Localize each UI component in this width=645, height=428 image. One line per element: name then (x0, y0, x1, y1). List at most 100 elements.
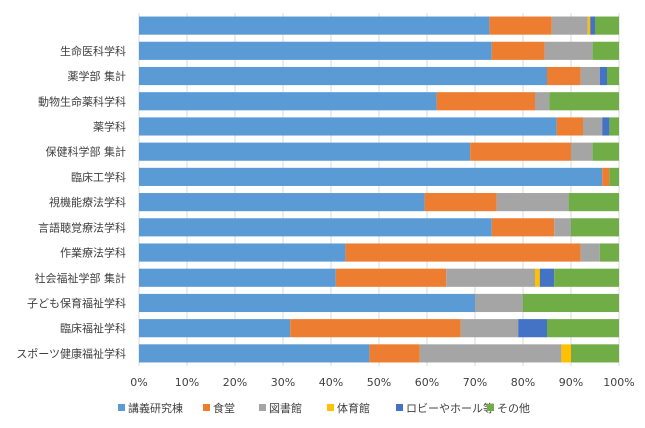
bar-segment (590, 16, 595, 35)
x-tick-label: 70% (463, 376, 487, 389)
bar-segment (571, 218, 619, 237)
legend-swatch (487, 404, 494, 411)
bar-segment (139, 268, 336, 287)
bar-segment (523, 293, 619, 313)
bar-segment (369, 344, 420, 363)
category-label: 臨床福祉学科 (60, 321, 126, 335)
legend-swatch (259, 404, 266, 411)
bar-segment (491, 41, 545, 60)
bar-segment (571, 344, 619, 363)
bar-segment (547, 66, 581, 86)
bar-segment (609, 117, 619, 136)
bar-segment (595, 16, 619, 35)
bar-segment (556, 117, 583, 136)
x-tick-label: 30% (271, 376, 295, 389)
legend-swatch (118, 404, 125, 411)
bar-segment (139, 142, 471, 161)
category-label: 薬学部 集計 (68, 69, 127, 83)
bar-segment (345, 243, 581, 262)
bar-segment (460, 319, 519, 338)
bar-segment (587, 16, 591, 35)
legend-swatch (327, 404, 334, 411)
bar-segment (419, 344, 562, 363)
legend-label: 講義研究棟 (128, 401, 183, 415)
bar-segment (602, 167, 610, 186)
bar-segment (580, 66, 600, 86)
x-tick-label: 10% (175, 376, 199, 389)
bar-segment (446, 268, 535, 287)
category-label: 生命医科学科 (60, 44, 126, 58)
bar-segment (139, 41, 492, 60)
category-label: スポーツ健康福祉学科 (16, 346, 126, 360)
category-label: 臨床工学科 (71, 170, 126, 184)
legend-label: 食堂 (213, 401, 235, 415)
bar-segment (475, 293, 523, 313)
bar-segment (535, 92, 550, 111)
bar-segment (139, 243, 346, 262)
legend-label: 図書館 (269, 401, 302, 415)
bar-segment (139, 167, 603, 186)
bar-segment (535, 268, 540, 287)
legend-swatch (203, 404, 210, 411)
bar-segment (470, 142, 571, 161)
category-label: 社会福祉学部 集計 (35, 271, 127, 285)
bar-segment (549, 92, 619, 111)
bar-segment (599, 243, 619, 262)
bar-segment (547, 319, 619, 338)
bar-segment (139, 117, 557, 136)
x-tick-label: 0% (130, 376, 147, 389)
bar-segment (518, 319, 547, 338)
category-label: 言語聴覚療法学科 (38, 220, 126, 234)
bars (139, 16, 619, 363)
x-tick-label: 100% (603, 376, 634, 389)
legend-swatch (396, 404, 403, 411)
bar-segment (568, 193, 619, 212)
x-tick-label: 60% (415, 376, 439, 389)
bar-segment (592, 142, 619, 161)
category-label: 視機能療法学科 (49, 195, 126, 209)
bar-segment (335, 268, 447, 287)
bar-segment (436, 92, 535, 111)
x-tick-label: 80% (511, 376, 535, 389)
legend-label: その他 (497, 402, 530, 415)
bar-segment (424, 193, 497, 212)
bar-segment (580, 243, 600, 262)
x-tick-label: 20% (223, 376, 247, 389)
category-label: 作業療法学科 (60, 246, 126, 260)
category-label: 子ども保育福祉学科 (27, 296, 126, 310)
bar-segment (592, 41, 619, 60)
x-tick-label: 40% (319, 376, 343, 389)
bar-segment (554, 218, 571, 237)
bar-segment (607, 66, 619, 86)
x-axis-tick-labels: 0% 10% 20% 30% 40% 50% 60% 70% 80% 90% 100% (130, 376, 634, 389)
bar-segment (139, 16, 490, 35)
bar-segment (554, 268, 619, 287)
bar-segment (583, 117, 603, 136)
category-label: 保健科学部 集計 (46, 145, 127, 159)
gridlines (138, 13, 620, 366)
bar-segment (551, 16, 588, 35)
bar-segment (290, 319, 461, 338)
bar-segment (139, 92, 437, 111)
bar-segment (139, 193, 425, 212)
x-tick-label: 90% (559, 376, 583, 389)
bar-segment (539, 268, 555, 287)
legend-label: ロビーやホール等 (406, 401, 494, 415)
x-tick-label: 50% (367, 376, 391, 389)
bar-segment (491, 218, 555, 237)
category-label: 薬学科 (93, 119, 126, 133)
bar-segment (609, 167, 619, 186)
legend: 講義研究棟 食堂 図書館 体育館 ロビーやホール等 その他 (118, 401, 530, 415)
bar-segment (602, 117, 610, 136)
bar-segment (139, 319, 291, 338)
bar-segment (139, 344, 370, 363)
bar-segment (561, 344, 571, 363)
bar-segment (139, 66, 547, 86)
bar-segment (571, 142, 593, 161)
bar-segment (139, 218, 492, 237)
bar-segment (496, 193, 569, 212)
bar-segment (489, 16, 552, 35)
bar-segment (544, 41, 593, 60)
